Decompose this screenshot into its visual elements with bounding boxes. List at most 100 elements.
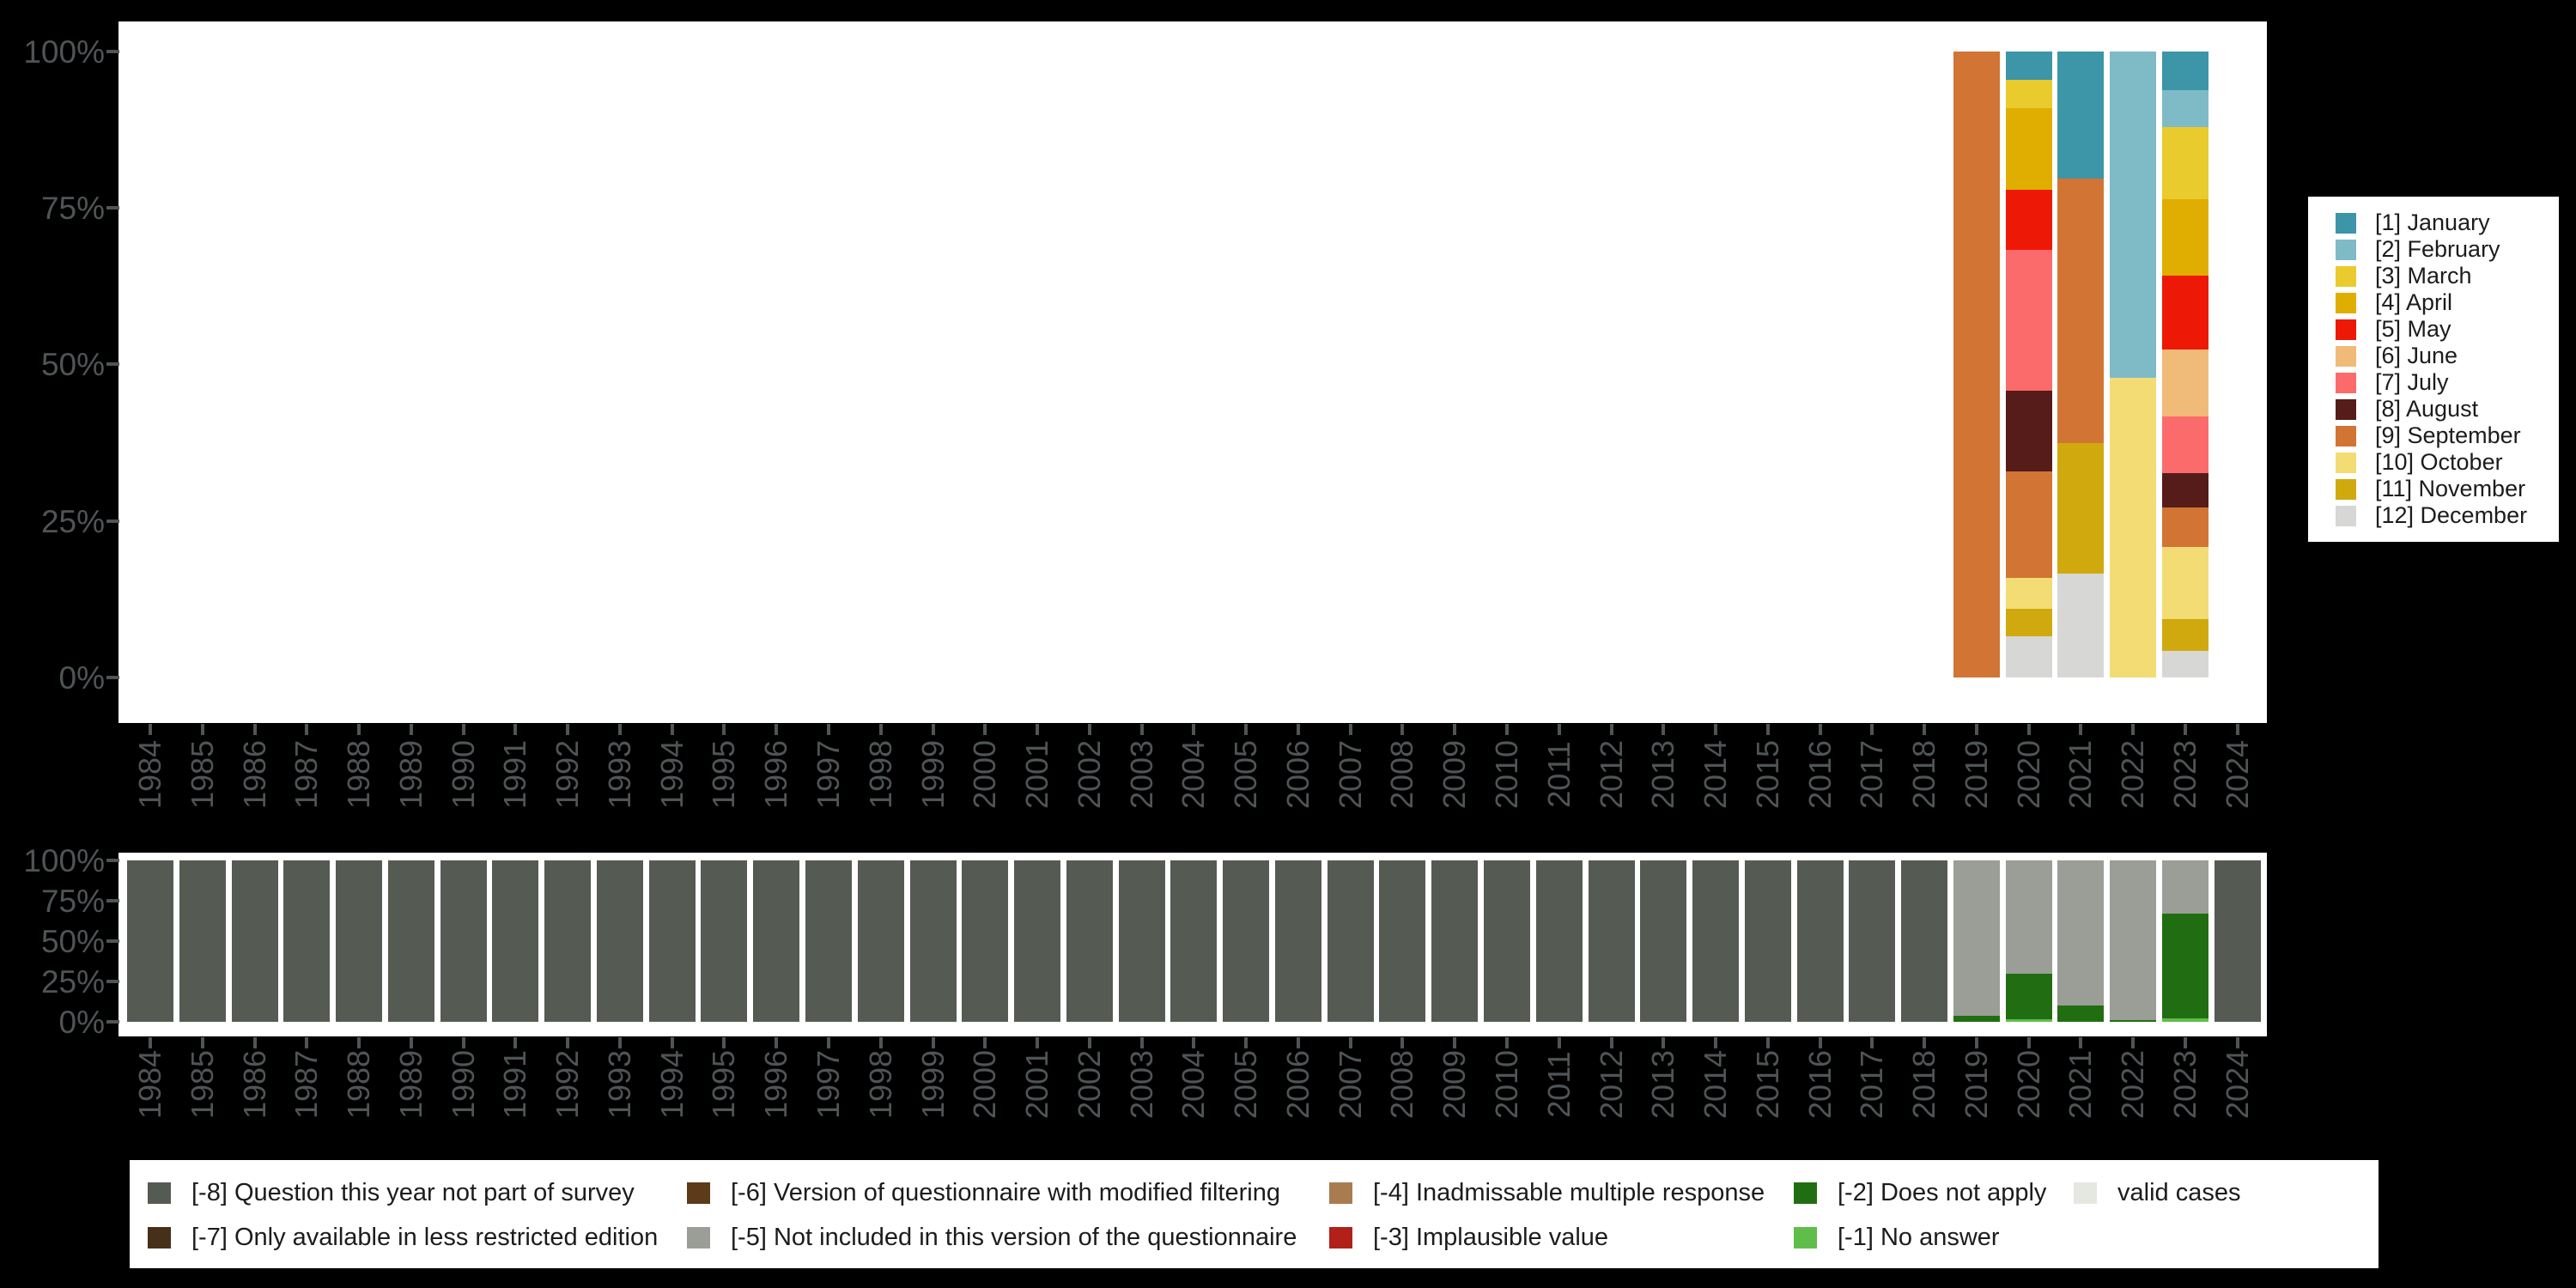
x-axis-tick-mark: [1505, 724, 1510, 735]
x-axis-year-label: 2005: [1228, 1049, 1264, 1120]
x-axis-year-label: 1993: [601, 739, 637, 810]
x-axis-year-label: 2006: [1279, 739, 1315, 810]
legend-color-swatch: [2336, 345, 2356, 367]
x-axis-year-label: 2020: [2010, 739, 2046, 810]
x-axis-year-label: 1990: [445, 739, 481, 810]
x-axis-tick-mark: [1662, 724, 1666, 735]
x-axis-year-label: 1989: [392, 739, 428, 810]
x-axis-year-label: 1988: [341, 739, 377, 810]
months-legend: [1] January [2] February [3] March [4] Apri…: [2308, 197, 2559, 542]
x-axis-tick-mark: [1244, 1037, 1249, 1048]
bar-segment-1996--8: [753, 860, 800, 1022]
x-axis-year-label: 1999: [914, 739, 951, 810]
x-axis-year-label: 1993: [601, 1049, 637, 1120]
x-axis-year-label: 2003: [1123, 1049, 1159, 1120]
x-axis-year-label: 1991: [497, 1049, 533, 1120]
x-axis-tick-mark: [617, 724, 622, 735]
legend-label: [8] August: [2375, 396, 2479, 422]
bar-segment-2009--8: [1431, 860, 1479, 1022]
bar-segment-2013--8: [1640, 860, 1687, 1022]
x-axis-tick-mark: [1400, 724, 1405, 735]
x-axis-year-label: 2001: [1019, 739, 1055, 810]
x-axis-tick-mark: [2131, 724, 2136, 735]
x-axis-year-label: 2003: [1123, 739, 1159, 810]
x-axis-year-label: 2017: [1854, 1049, 1890, 1120]
bar-segment-2021-1: [2057, 51, 2105, 179]
x-axis-year-label: 2018: [1906, 1049, 1942, 1120]
x-axis-tick-mark: [775, 724, 779, 735]
x-axis-tick-mark: [149, 1037, 152, 1048]
x-axis-year-label: 1987: [289, 739, 325, 810]
bar-segment-2002--8: [1066, 860, 1113, 1022]
bar-segment-2020-9: [2005, 471, 2052, 578]
bar-segment-1997--8: [805, 860, 852, 1022]
x-axis-tick-mark: [461, 1037, 465, 1048]
x-axis-year-label: 1992: [550, 739, 586, 810]
x-axis-year-label: 2000: [967, 739, 1003, 810]
x-axis-tick-mark: [252, 724, 257, 735]
bar-segment-1988--8: [336, 860, 383, 1022]
x-axis-tick-mark: [722, 1037, 726, 1048]
x-axis-tick-mark: [357, 1037, 361, 1048]
bar-segment-2005--8: [1223, 860, 1270, 1022]
months-legend-item: [12] December: [2308, 502, 2559, 529]
x-axis-tick-mark: [1714, 1037, 1718, 1048]
bar-segment-2023-2: [2162, 89, 2209, 127]
months-legend-item: [11] November: [2308, 476, 2559, 502]
x-axis-year-label: 2019: [1958, 1049, 1994, 1120]
x-axis-tick-mark: [461, 724, 465, 735]
months-legend-item: [1] January: [2308, 210, 2559, 236]
x-axis-tick-mark: [878, 1037, 883, 1048]
bar-segment-2022--2: [2110, 1020, 2157, 1022]
x-axis-year-label: 2010: [1489, 739, 1525, 810]
x-axis-tick-mark: [775, 1037, 779, 1048]
x-axis-year-label: 2011: [1540, 741, 1577, 808]
x-axis-tick-mark: [2235, 1037, 2239, 1048]
x-axis-tick-mark: [670, 1037, 674, 1048]
x-axis-year-label: 1985: [184, 1049, 220, 1120]
legend-color-swatch: [2336, 292, 2356, 313]
x-axis-tick-mark: [1453, 1037, 1457, 1048]
x-axis-year-label: 2024: [2219, 739, 2255, 810]
x-axis-tick-mark: [409, 724, 413, 735]
legend-label: [10] October: [2375, 449, 2503, 475]
bar-segment-2021--5: [2057, 860, 2105, 1005]
y-axis-tick-label: 0%: [58, 1005, 105, 1040]
bar-segment-2020-11: [2005, 608, 2052, 636]
bar-segment-2020--1: [2005, 1019, 2052, 1022]
bar-segment-2010--8: [1484, 860, 1531, 1022]
bar-segment-2021-11: [2057, 443, 2105, 574]
x-axis-year-label: 2016: [1801, 1049, 1838, 1120]
bar-segment-1985--8: [179, 860, 226, 1022]
y-axis-tick-mark: [106, 676, 119, 679]
y-axis-tick-mark: [106, 1020, 119, 1024]
x-axis-year-label: 2016: [1801, 739, 1838, 810]
bar-segment-2023-10: [2162, 546, 2209, 620]
bar-segment-2023-7: [2162, 416, 2209, 474]
x-axis-year-label: 1989: [392, 1049, 428, 1120]
bar-segment-1989--8: [387, 860, 434, 1022]
x-axis-tick-mark: [1036, 1037, 1040, 1048]
legend-color-swatch: [2336, 212, 2356, 234]
legend-label: [9] September: [2375, 422, 2521, 448]
x-axis-tick-mark: [1765, 1037, 1770, 1048]
x-axis-tick-mark: [1557, 1037, 1561, 1048]
x-axis-year-label: 2024: [2219, 1049, 2255, 1120]
x-axis-year-label: 1996: [758, 1049, 794, 1120]
x-axis-year-label: 2009: [1437, 739, 1473, 810]
bar-segment-2022--5: [2110, 860, 2157, 1021]
x-axis-tick-mark: [2026, 1037, 2031, 1048]
x-axis-year-label: 1995: [706, 1049, 742, 1120]
legend-color-swatch: [148, 1182, 171, 1204]
legend-label: [-8] Question this year not part of surv…: [191, 1178, 635, 1206]
legend-color-swatch: [687, 1182, 710, 1204]
x-axis-year-label: 2014: [1698, 739, 1734, 810]
missing-legend-item: [-1] No answer: [1794, 1224, 2000, 1251]
y-axis-tick-label: 25%: [40, 964, 105, 999]
bar-segment-1992--8: [544, 860, 592, 1022]
bar-segment-2023-1: [2162, 51, 2209, 90]
bar-segment-2023-12: [2162, 651, 2209, 677]
bar-segment-2023--5: [2162, 860, 2209, 914]
legend-label: [-3] Implausible value: [1373, 1223, 1609, 1251]
